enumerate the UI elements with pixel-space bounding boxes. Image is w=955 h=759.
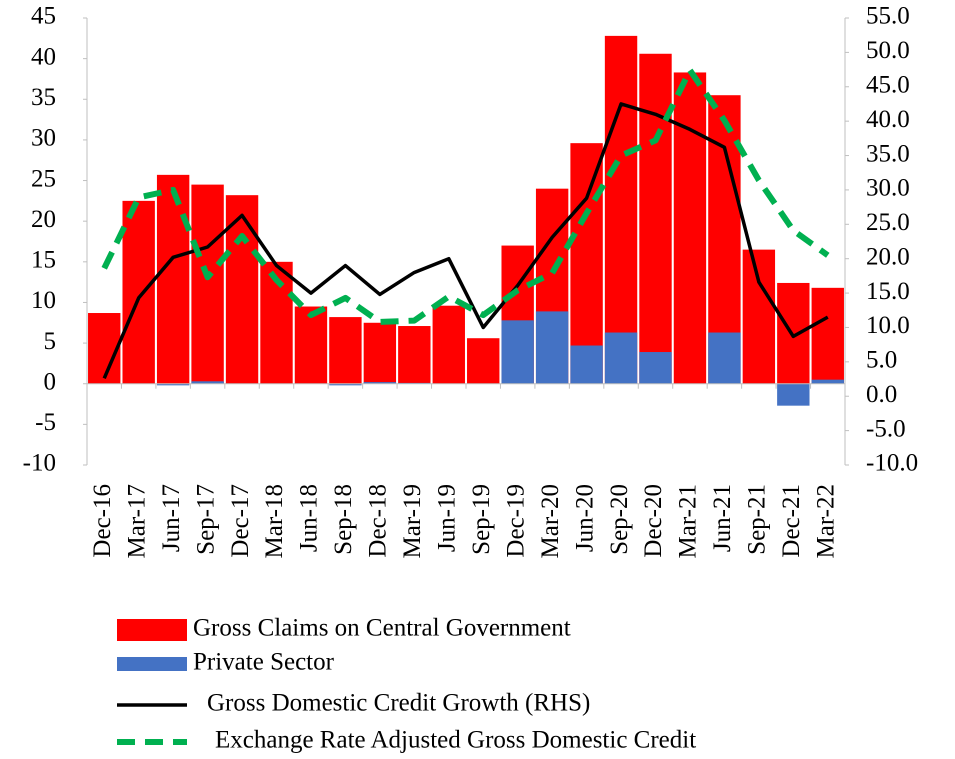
bar xyxy=(570,345,603,384)
bar xyxy=(673,72,707,384)
bar xyxy=(398,326,431,384)
bar xyxy=(294,306,328,384)
bar xyxy=(363,382,397,384)
x-tick-label: Jun-20 xyxy=(571,484,598,552)
legend-label: Gross Domestic Credit Growth (RHS) xyxy=(207,690,590,717)
bar xyxy=(191,381,224,384)
y2-tick-label: 35.0 xyxy=(866,140,910,167)
x-tick-label: Mar-17 xyxy=(123,484,150,558)
bar xyxy=(329,317,362,384)
x-tick-label: Dec-19 xyxy=(502,484,529,558)
x-tick-label: Sep-18 xyxy=(330,484,357,555)
x-tick-label: Mar-19 xyxy=(399,484,426,558)
y2-tick-label: 30.0 xyxy=(866,175,910,202)
x-tick-label: Mar-22 xyxy=(813,484,840,558)
legend-label: Exchange Rate Adjusted Gross Domestic Cr… xyxy=(215,727,696,754)
y-tick-label: 30 xyxy=(31,125,56,152)
y2-tick-label: 50.0 xyxy=(866,37,910,64)
y2-tick-label: 10.0 xyxy=(866,312,910,339)
bar xyxy=(88,313,121,384)
bar xyxy=(777,383,810,406)
bar xyxy=(742,249,776,384)
x-tick-label: Jun-17 xyxy=(158,484,185,552)
x-tick-label: Sep-17 xyxy=(192,484,219,555)
bar xyxy=(811,379,844,384)
y2-tick-label: 45.0 xyxy=(866,72,910,99)
x-tick-label: Sep-19 xyxy=(468,484,495,555)
bar xyxy=(329,383,362,386)
x-tick-label: Jun-18 xyxy=(296,484,323,552)
bar xyxy=(639,53,672,384)
y-tick-label: -10 xyxy=(23,450,56,477)
y2-tick-label: -5.0 xyxy=(866,415,906,442)
x-tick-label: Dec-17 xyxy=(227,484,254,558)
bar xyxy=(501,320,534,384)
x-tick-label: Jun-21 xyxy=(709,484,736,552)
legend-label: Gross Claims on Central Government xyxy=(193,615,571,642)
x-tick-label: Jun-19 xyxy=(434,484,461,552)
legend-swatch xyxy=(117,657,187,671)
bar xyxy=(122,200,155,384)
bar xyxy=(604,35,638,384)
bar xyxy=(467,338,500,384)
y-tick-label: 0 xyxy=(44,368,57,395)
line xyxy=(101,67,830,325)
bar xyxy=(535,311,569,384)
y-tick-label: 15 xyxy=(31,247,56,274)
legend-swatch xyxy=(117,619,187,641)
y2-tick-label: 55.0 xyxy=(866,3,910,30)
bar xyxy=(570,143,603,384)
y2-tick-label: 25.0 xyxy=(866,209,910,236)
bar xyxy=(708,332,741,384)
y-tick-label: 5 xyxy=(44,328,57,355)
bar xyxy=(191,184,224,384)
y-tick-label: 20 xyxy=(31,206,56,233)
bar xyxy=(363,322,397,384)
bar xyxy=(156,174,190,384)
x-tick-label: Dec-18 xyxy=(365,484,392,558)
y-tick-label: 45 xyxy=(31,3,56,30)
y-tick-label: 40 xyxy=(31,43,56,70)
bar xyxy=(639,352,672,384)
bar xyxy=(604,332,638,384)
y-tick-label: 25 xyxy=(31,165,56,192)
y2-tick-label: 5.0 xyxy=(866,347,897,374)
y2-tick-label: 40.0 xyxy=(866,106,910,133)
y-tick-label: -5 xyxy=(35,409,56,436)
bar xyxy=(432,305,465,384)
y2-tick-label: 20.0 xyxy=(866,243,910,270)
x-tick-label: Mar-20 xyxy=(537,484,564,558)
x-tick-label: Sep-20 xyxy=(606,484,633,555)
x-tick-label: Sep-21 xyxy=(744,484,771,555)
x-tick-label: Dec-16 xyxy=(89,484,116,558)
y2-tick-label: 0.0 xyxy=(866,381,897,408)
y2-tick-label: -10.0 xyxy=(866,450,918,477)
x-tick-label: Mar-18 xyxy=(261,484,288,558)
bar xyxy=(156,383,190,386)
y-tick-label: 35 xyxy=(31,84,56,111)
x-tick-label: Dec-21 xyxy=(778,484,805,558)
bar xyxy=(811,287,844,384)
x-tick-label: Dec-20 xyxy=(640,484,667,558)
legend-label: Private Sector xyxy=(193,649,335,676)
y2-tick-label: 15.0 xyxy=(866,278,910,305)
x-tick-label: Mar-21 xyxy=(675,484,702,558)
y-tick-label: 10 xyxy=(31,287,56,314)
line xyxy=(102,102,829,380)
